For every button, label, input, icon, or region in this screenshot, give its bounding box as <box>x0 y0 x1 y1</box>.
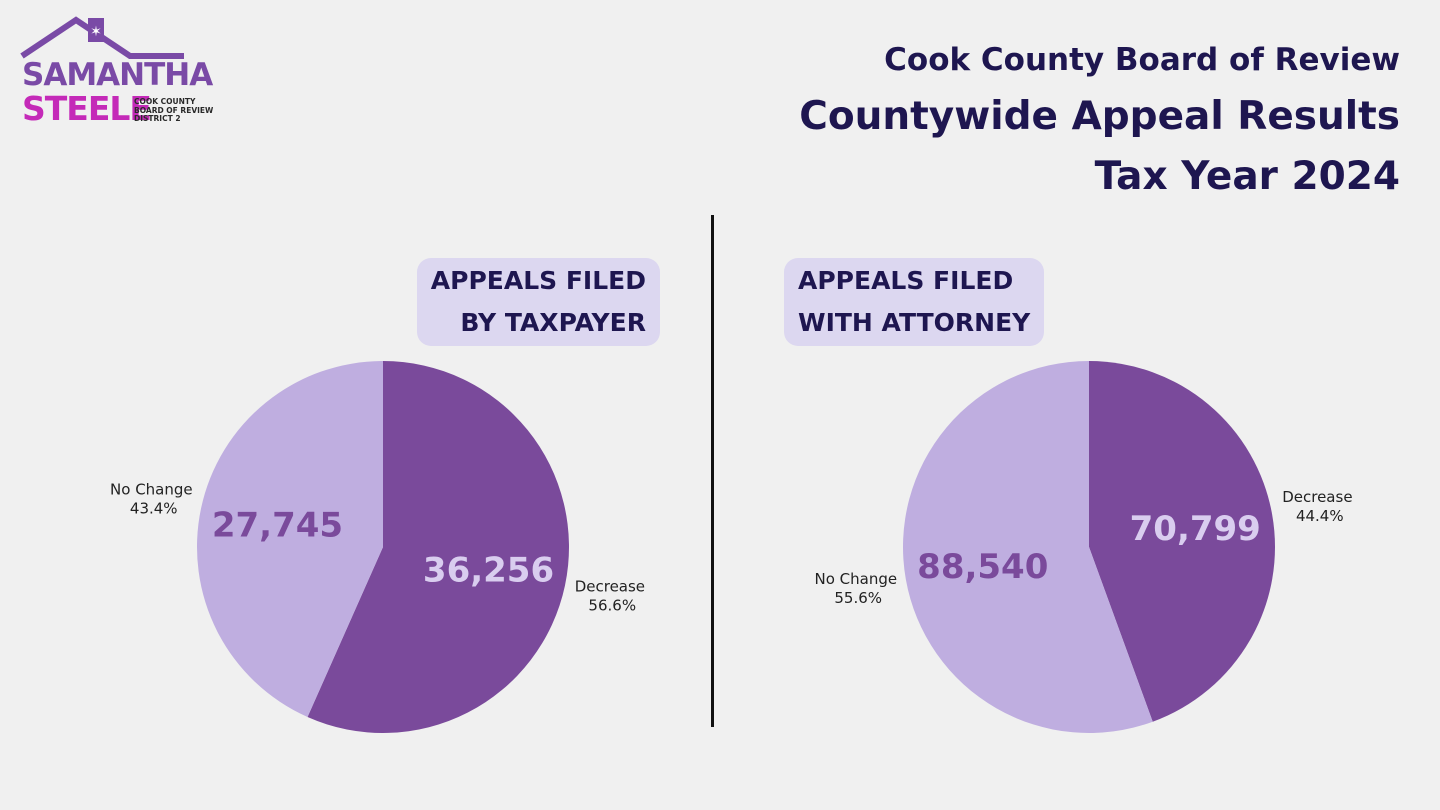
slice-label-name: No Change <box>110 480 193 498</box>
attorney-title-line: APPEALS FILED <box>798 266 1014 295</box>
logo-subtitle-line: COOK COUNTY <box>134 97 196 106</box>
slice-value-no-change: 27,745 <box>212 506 343 546</box>
slice-label-percent: 55.6% <box>834 589 882 607</box>
logo-name-first: SAMANTHA <box>22 57 213 93</box>
attorney-panel-title: APPEALS FILED WITH ATTORNEY <box>784 258 1045 346</box>
organization-name: Cook County Board of Review <box>884 42 1400 78</box>
taxpayer-pie: 36,256 27,745 Decrease 56.6% No Change 4… <box>110 361 650 733</box>
slice-label-no-change: No Change 43.4% <box>110 480 197 517</box>
logo-subtitle: COOK COUNTY BOARD OF REVIEW DISTRICT 2 <box>134 97 224 124</box>
slice-label-percent: 56.6% <box>588 597 636 615</box>
taxpayer-title-line: APPEALS FILED <box>430 266 646 295</box>
slice-label-name: Decrease <box>575 578 645 596</box>
logo-subtitle-line: DISTRICT 2 <box>134 114 181 124</box>
attorney-pie: 70,799 88,540 Decrease 44.4% No Change 5… <box>815 361 1357 733</box>
attorney-title-line: WITH ATTORNEY <box>798 308 1031 337</box>
house-roof-icon: ✶ <box>20 16 184 59</box>
taxpayer-title-line: BY TAXPAYER <box>460 308 646 337</box>
slice-value-decrease: 70,799 <box>1130 509 1261 549</box>
slice-label-percent: 43.4% <box>130 499 178 517</box>
slice-value-decrease: 36,256 <box>423 550 554 590</box>
pie-slice-no-change <box>903 361 1153 733</box>
panel-divider <box>711 215 714 727</box>
pie-slice-decrease <box>1089 361 1275 722</box>
taxpayer-panel-title: APPEALS FILED BY TAXPAYER <box>416 258 660 346</box>
tax-year: Tax Year 2024 <box>1094 154 1400 199</box>
logo-subtitle-line: BOARD OF REVIEW <box>134 105 214 115</box>
page-title: Countywide Appeal Results <box>799 94 1400 139</box>
slice-label-decrease: Decrease 56.6% <box>575 578 650 615</box>
svg-text:✶: ✶ <box>90 24 102 40</box>
slice-label-name: Decrease <box>1282 488 1352 506</box>
logo: ✶ SAMANTHA STEELE COOK COUNTY BOARD OF R… <box>18 14 218 132</box>
logo-name-last: STEELE <box>22 89 152 128</box>
slice-label-decrease: Decrease 44.4% <box>1282 488 1357 525</box>
slice-value-no-change: 88,540 <box>917 547 1048 587</box>
pie-slice-no-change <box>196 361 383 718</box>
slice-label-percent: 44.4% <box>1296 507 1344 525</box>
pie-slice-decrease <box>307 361 569 733</box>
slice-label-name: No Change <box>815 570 898 588</box>
slice-label-no-change: No Change 55.6% <box>815 570 902 607</box>
